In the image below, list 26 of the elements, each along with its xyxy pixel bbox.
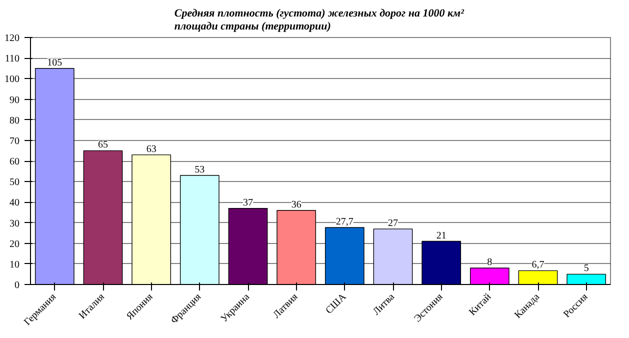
y-tick-label: 20 bbox=[10, 238, 20, 250]
data-label: 105 bbox=[47, 57, 62, 68]
y-tick-label: 60 bbox=[10, 156, 20, 168]
data-label: 21 bbox=[436, 230, 446, 242]
data-label: 36 bbox=[291, 199, 302, 210]
y-tick-label: 80 bbox=[10, 115, 20, 126]
data-label: 65 bbox=[98, 140, 108, 151]
data-label: 63 bbox=[146, 144, 156, 155]
data-label: 27,7 bbox=[336, 216, 354, 228]
data-label: 27 bbox=[388, 218, 398, 229]
data-label: 5 bbox=[584, 263, 589, 274]
y-tick-label: 100 bbox=[4, 74, 20, 86]
y-tick-label: 40 bbox=[10, 198, 20, 209]
data-label: 8 bbox=[487, 257, 492, 268]
y-tick-label: 30 bbox=[10, 218, 20, 230]
y-tick-label: 0 bbox=[14, 280, 20, 291]
y-tick-label: 70 bbox=[10, 136, 20, 147]
data-label: 53 bbox=[194, 164, 205, 176]
data-label: 37 bbox=[243, 197, 253, 208]
chart-title: Средняя плотность (густота) железных дорог на 1000 км² площади страны (территории) bbox=[174, 7, 465, 32]
y-tick-label: 10 bbox=[10, 259, 20, 270]
y-tick-label: 120 bbox=[4, 33, 20, 44]
y-tick-label: 110 bbox=[4, 54, 20, 65]
y-tick-label: 90 bbox=[10, 94, 20, 106]
data-label: 6,7 bbox=[532, 260, 544, 271]
y-tick-label: 50 bbox=[10, 177, 20, 188]
